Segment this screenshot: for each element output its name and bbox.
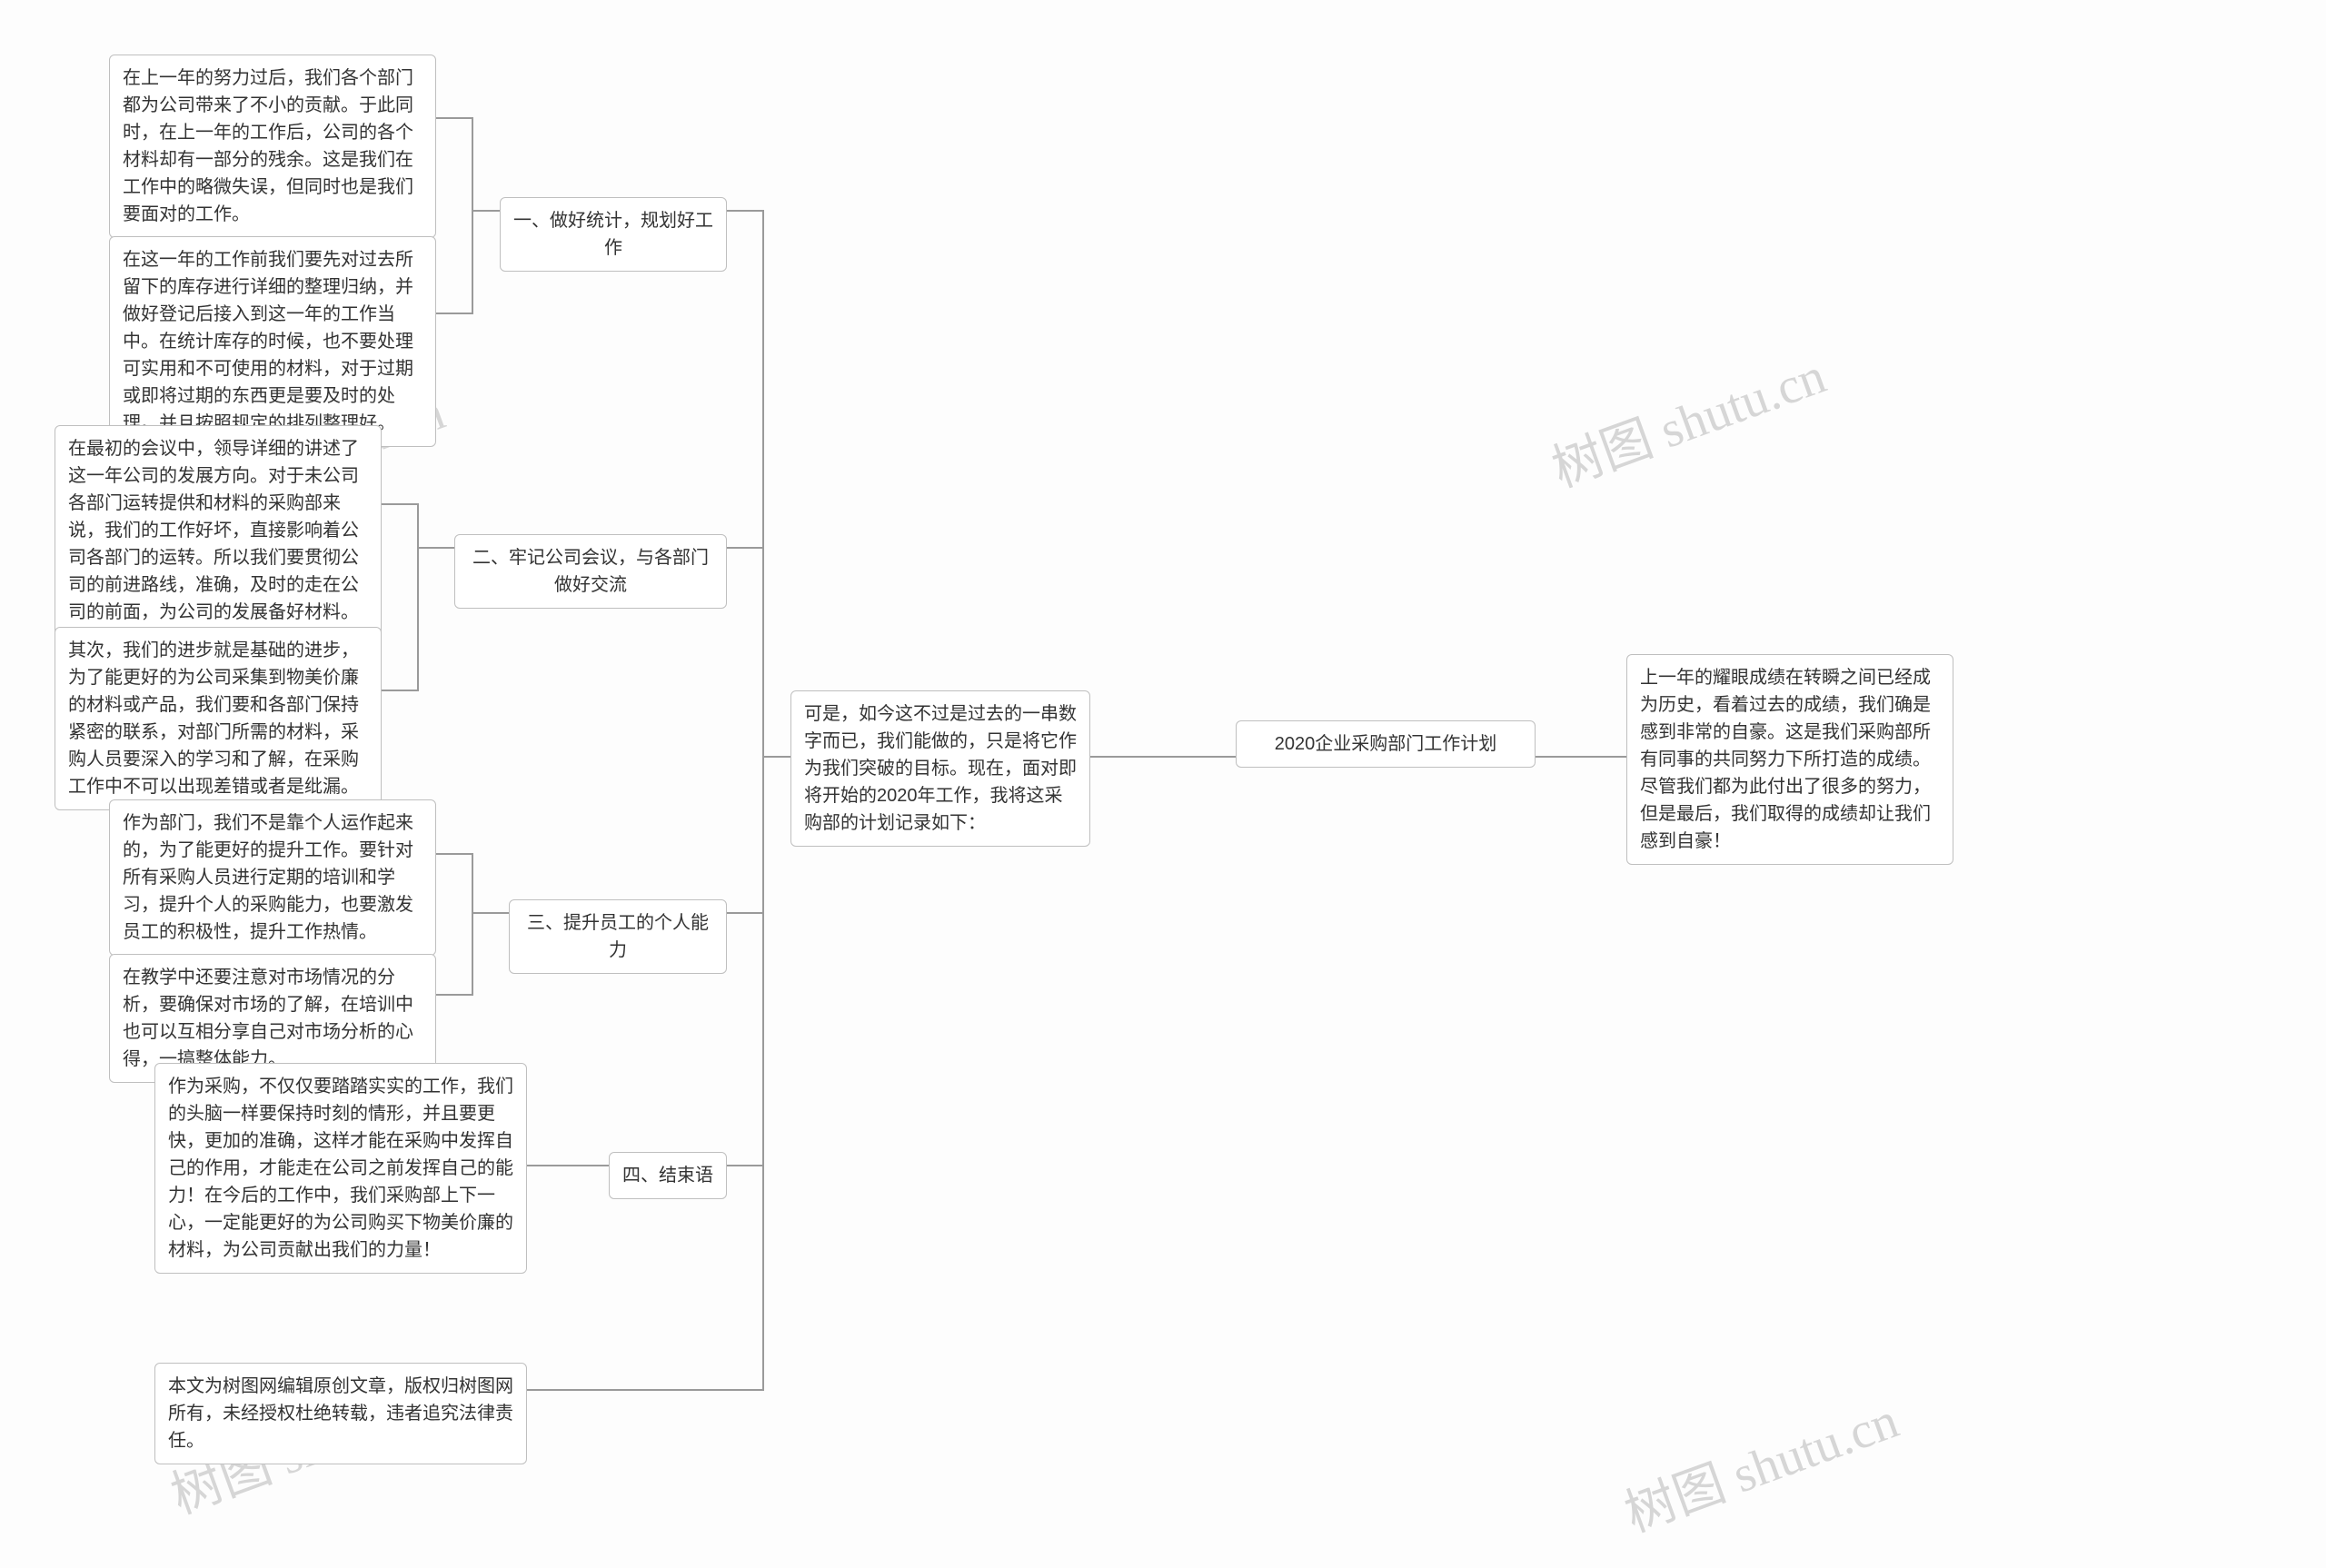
section-4-label: 四、结束语 [622, 1166, 713, 1186]
section-1-child-b-text: 在这一年的工作前我们要先对过去所留下的库存进行详细的整理归纳，并做好登记后接入到… [123, 250, 413, 433]
watermark: 树图 shutu.cn [1614, 1380, 1907, 1547]
section-1-child-b[interactable]: 在这一年的工作前我们要先对过去所留下的库存进行详细的整理归纳，并做好登记后接入到… [109, 236, 436, 447]
section-2-node[interactable]: 二、牢记公司会议，与各部门做好交流 [454, 534, 727, 609]
section-1-label: 一、做好统计，规划好工作 [513, 211, 713, 258]
intro-left-text: 可是，如今这不过是过去的一串数字而已，我们能做的，只是将它作为我们突破的目标。现… [804, 704, 1077, 833]
section-2-child-b-text: 其次，我们的进步就是基础的进步，为了能更好的为公司采集到物美价廉的材料或产品，我… [68, 640, 359, 797]
section-3-child-b-text: 在教学中还要注意对市场情况的分析，要确保对市场的了解，在培训中也可以互相分享自己… [123, 968, 413, 1069]
root-node[interactable]: 2020企业采购部门工作计划 [1236, 720, 1536, 768]
section-4-child-a-text: 作为采购，不仅仅要踏踏实实的工作，我们的头脑一样要保持时刻的情形，并且要更快，更… [168, 1077, 513, 1260]
section-1-child-a-text: 在上一年的努力过后，我们各个部门都为公司带来了不小的贡献。于此同时，在上一年的工… [123, 68, 413, 224]
section-4-node[interactable]: 四、结束语 [609, 1152, 727, 1199]
root-label: 2020企业采购部门工作计划 [1275, 734, 1497, 754]
section-1-node[interactable]: 一、做好统计，规划好工作 [500, 197, 727, 272]
section-2-child-a-text: 在最初的会议中，领导详细的讲述了这一年公司的发展方向。对于未公司各部门运转提供和… [68, 439, 359, 622]
section-3-child-a[interactable]: 作为部门，我们不是靠个人运作起来的，为了能更好的提升工作。要针对所有采购人员进行… [109, 799, 436, 956]
section-3-node[interactable]: 三、提升员工的个人能力 [509, 899, 727, 974]
copyright-node[interactable]: 本文为树图网编辑原创文章，版权归树图网所有，未经授权杜绝转载，违者追究法律责任。 [154, 1363, 527, 1464]
section-2-child-b[interactable]: 其次，我们的进步就是基础的进步，为了能更好的为公司采集到物美价廉的材料或产品，我… [55, 627, 382, 810]
copyright-text: 本文为树图网编辑原创文章，版权归树图网所有，未经授权杜绝转载，违者追究法律责任。 [168, 1376, 513, 1451]
watermark: 树图 shutu.cn [1541, 335, 1834, 502]
intro-right-text: 上一年的耀眼成绩在转瞬之间已经成为历史，看着过去的成绩，我们确是感到非常的自豪。… [1640, 668, 1931, 851]
section-3-label: 三、提升员工的个人能力 [527, 913, 709, 960]
section-2-child-a[interactable]: 在最初的会议中，领导详细的讲述了这一年公司的发展方向。对于未公司各部门运转提供和… [55, 425, 382, 636]
section-1-child-a[interactable]: 在上一年的努力过后，我们各个部门都为公司带来了不小的贡献。于此同时，在上一年的工… [109, 55, 436, 238]
intro-left-node[interactable]: 可是，如今这不过是过去的一串数字而已，我们能做的，只是将它作为我们突破的目标。现… [790, 690, 1090, 847]
section-4-child-a[interactable]: 作为采购，不仅仅要踏踏实实的工作，我们的头脑一样要保持时刻的情形，并且要更快，更… [154, 1063, 527, 1274]
section-2-label: 二、牢记公司会议，与各部门做好交流 [472, 548, 709, 595]
intro-right-node[interactable]: 上一年的耀眼成绩在转瞬之间已经成为历史，看着过去的成绩，我们确是感到非常的自豪。… [1626, 654, 1953, 865]
section-3-child-a-text: 作为部门，我们不是靠个人运作起来的，为了能更好的提升工作。要针对所有采购人员进行… [123, 813, 413, 942]
